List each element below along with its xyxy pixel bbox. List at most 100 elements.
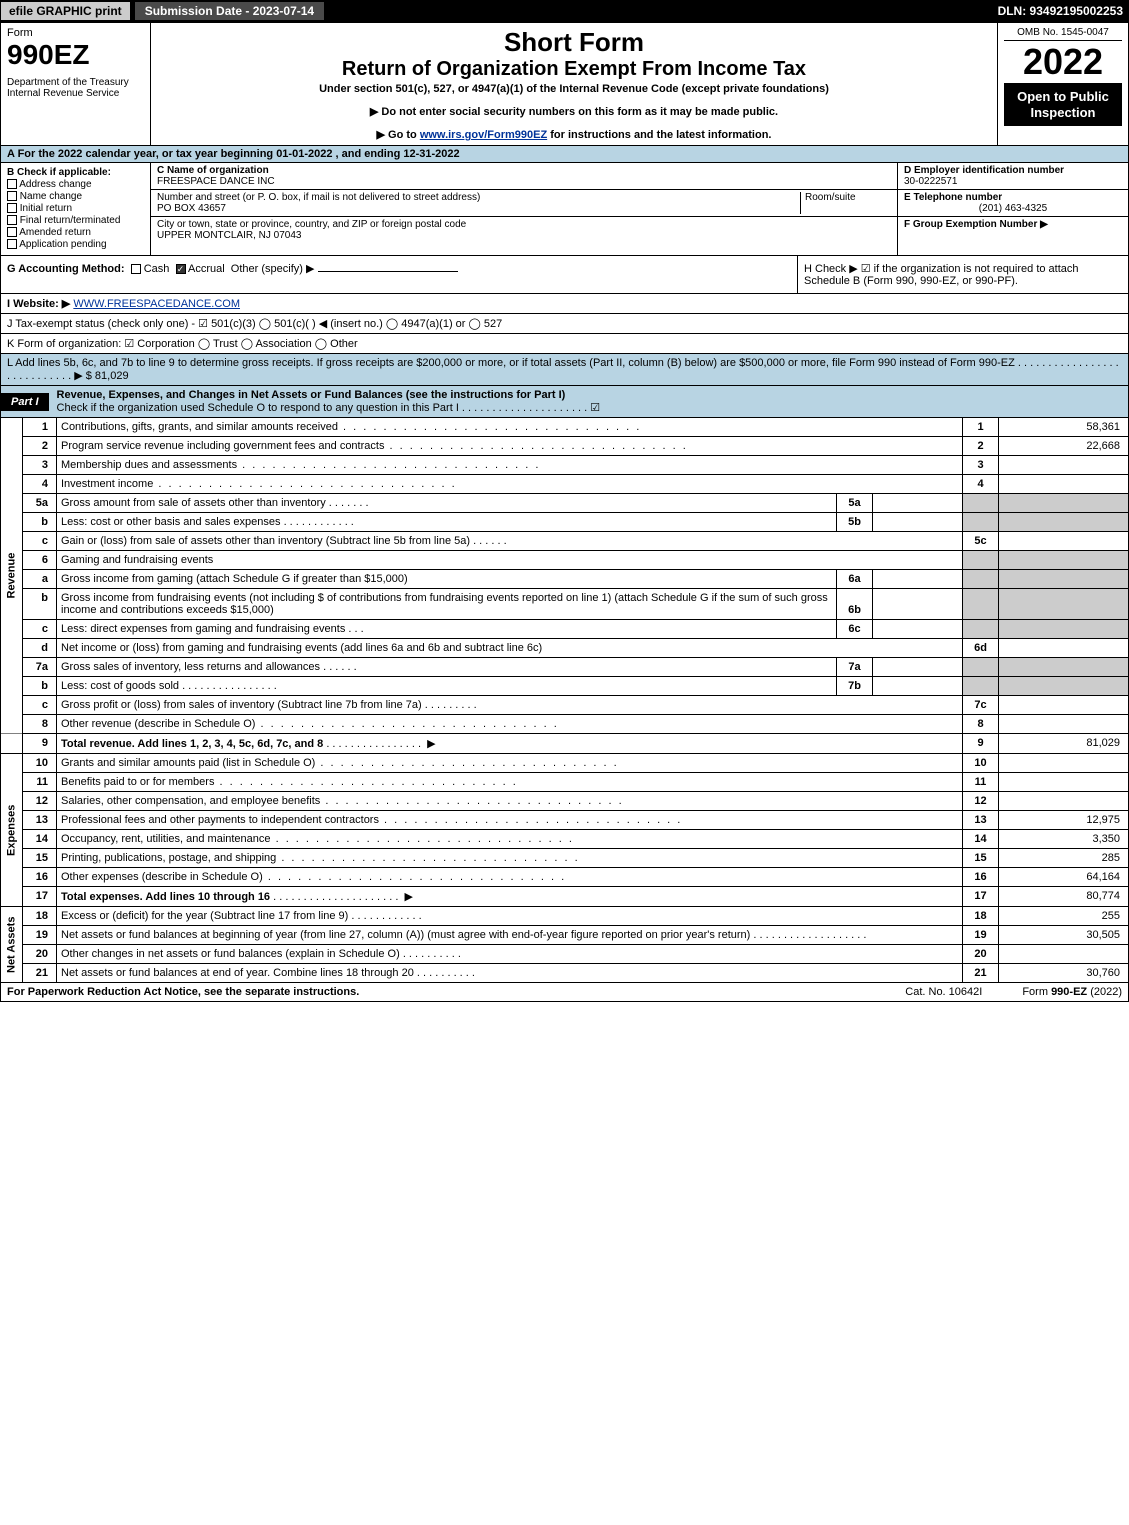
l10-num: 10 [23,754,57,773]
sidebar-netassets: Net Assets [1,907,23,983]
l3-ln: 3 [963,456,999,475]
l9-val: 81,029 [999,734,1129,754]
l7c-num: c [23,696,57,715]
l5c-desc: Gain or (loss) from sale of assets other… [61,535,470,547]
l7c-desc: Gross profit or (loss) from sales of inv… [61,699,422,711]
l6a-num: a [23,570,57,589]
l3-val [999,456,1129,475]
section-g-h: G Accounting Method: Cash ✓ Accrual Othe… [0,256,1129,294]
l7a-desc: Gross sales of inventory, less returns a… [61,661,320,673]
l5b-val-shade [999,513,1129,532]
l7b-num: b [23,677,57,696]
row-k: K Form of organization: ☑ Corporation ◯ … [0,334,1129,354]
l16-num: 16 [23,868,57,887]
l6b-val-shade [999,589,1129,620]
section-b-c-d: B Check if applicable: Address change Na… [0,163,1129,256]
l13-ln: 13 [963,811,999,830]
l21-val: 30,760 [999,964,1129,983]
submission-date: Submission Date - 2023-07-14 [135,2,324,20]
l19-ln: 19 [963,926,999,945]
efile-print-button[interactable]: efile GRAPHIC print [0,1,131,21]
l7a-mini: 7a [837,658,873,677]
g-label: G Accounting Method: [7,263,125,275]
l7a-num: 7a [23,658,57,677]
l10-val [999,754,1129,773]
l7a-ln-shade [963,658,999,677]
sidebar-expenses: Expenses [1,754,23,907]
l7b-val-shade [999,677,1129,696]
l6d-desc: Net income or (loss) from gaming and fun… [57,639,963,658]
footer-left: For Paperwork Reduction Act Notice, see … [7,986,359,998]
sidebar-revenue: Revenue [1,418,23,734]
d-label: D Employer identification number [904,165,1064,176]
tax-year: 2022 [1004,41,1122,83]
row-i: I Website: ▶ WWW.FREESPACEDANCE.COM [0,294,1129,314]
chk-name-change[interactable]: Name change [7,191,144,202]
chk-amended[interactable]: Amended return [7,227,144,238]
chk-accrual[interactable]: ✓ [176,264,186,274]
l6a-minival [873,570,963,589]
l14-val: 3,350 [999,830,1129,849]
l1-num: 1 [23,418,57,437]
title-1: Short Form [157,27,991,58]
l8-val [999,715,1129,734]
l6-val-shade [999,551,1129,570]
l5b-ln-shade [963,513,999,532]
chk-final-return[interactable]: Final return/terminated [7,215,144,226]
chk-cash[interactable] [131,264,141,274]
header-center: Short Form Return of Organization Exempt… [151,23,998,145]
irs-link[interactable]: www.irs.gov/Form990EZ [420,129,547,141]
top-bar: efile GRAPHIC print Submission Date - 20… [0,0,1129,22]
chk-initial-return[interactable]: Initial return [7,203,144,214]
l15-num: 15 [23,849,57,868]
l9-ln: 9 [963,734,999,754]
l13-desc: Professional fees and other payments to … [61,814,379,826]
l6c-val-shade [999,620,1129,639]
instruction-1: ▶ Do not enter social security numbers o… [157,105,991,118]
chk-address-change[interactable]: Address change [7,179,144,190]
l5a-mini: 5a [837,494,873,513]
l6b-mini: 6b [837,589,873,620]
l20-desc: Other changes in net assets or fund bala… [61,948,400,960]
l8-num: 8 [23,715,57,734]
chk-pending[interactable]: Application pending [7,239,144,250]
l11-val [999,773,1129,792]
l14-desc: Occupancy, rent, utilities, and maintena… [61,833,271,845]
dln: DLN: 93492195002253 [998,4,1129,18]
l15-desc: Printing, publications, postage, and shi… [61,852,276,864]
l5b-desc: Less: cost or other basis and sales expe… [61,516,281,528]
row-l: L Add lines 5b, 6c, and 7b to line 9 to … [0,354,1129,386]
header-left: Form 990EZ Department of the Treasury In… [1,23,151,145]
header-right: OMB No. 1545-0047 2022 Open to Public In… [998,23,1128,145]
row-a: A For the 2022 calendar year, or tax yea… [0,146,1129,163]
l6-num: 6 [23,551,57,570]
l7b-desc: Less: cost of goods sold [61,680,179,692]
website-link[interactable]: WWW.FREESPACEDANCE.COM [73,298,240,310]
l6c-num: c [23,620,57,639]
l19-num: 19 [23,926,57,945]
phone: (201) 463-4325 [904,203,1122,214]
form-number: 990EZ [7,39,144,71]
l5a-val-shade [999,494,1129,513]
form-header: Form 990EZ Department of the Treasury In… [0,22,1129,146]
l16-ln: 16 [963,868,999,887]
l6c-desc: Less: direct expenses from gaming and fu… [61,623,345,635]
l10-desc: Grants and similar amounts paid (list in… [61,757,315,769]
l9-desc: Total revenue. Add lines 1, 2, 3, 4, 5c,… [61,738,323,750]
l8-ln: 8 [963,715,999,734]
l11-desc: Benefits paid to or for members [61,776,214,788]
city: UPPER MONTCLAIR, NJ 07043 [157,230,302,241]
other-specify: Other (specify) ▶ [231,263,315,275]
part1-header: Part I Revenue, Expenses, and Changes in… [0,386,1129,418]
l12-num: 12 [23,792,57,811]
l17-desc: Total expenses. Add lines 10 through 16 [61,891,270,903]
l5a-num: 5a [23,494,57,513]
l8-desc: Other revenue (describe in Schedule O) [61,718,255,730]
l6c-ln-shade [963,620,999,639]
l21-ln: 21 [963,964,999,983]
l7b-ln-shade [963,677,999,696]
l16-desc: Other expenses (describe in Schedule O) [61,871,263,883]
l3-desc: Membership dues and assessments [61,459,237,471]
l9-num: 9 [23,734,57,754]
ein: 30-0222571 [904,176,957,187]
